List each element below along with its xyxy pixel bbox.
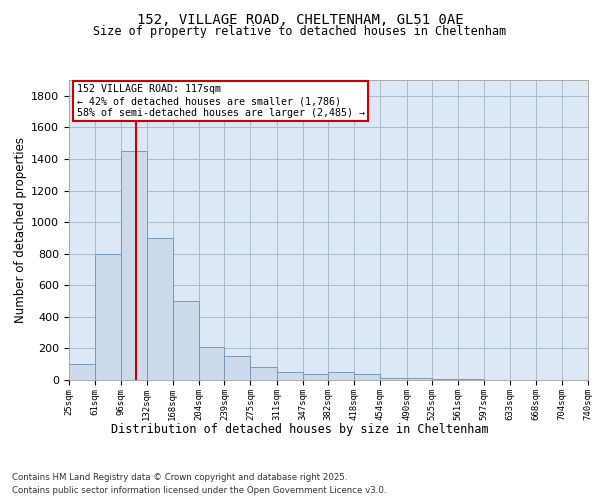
Bar xyxy=(224,356,250,380)
Bar xyxy=(303,374,328,380)
Bar xyxy=(458,379,484,380)
Bar xyxy=(121,151,146,380)
Bar xyxy=(328,372,354,380)
Text: 152 VILLAGE ROAD: 117sqm
← 42% of detached houses are smaller (1,786)
58% of sem: 152 VILLAGE ROAD: 117sqm ← 42% of detach… xyxy=(77,84,365,117)
Text: Size of property relative to detached houses in Cheltenham: Size of property relative to detached ho… xyxy=(94,25,506,38)
Text: Contains public sector information licensed under the Open Government Licence v3: Contains public sector information licen… xyxy=(12,486,386,495)
Bar xyxy=(69,364,95,380)
Bar xyxy=(146,238,173,380)
Bar xyxy=(95,254,121,380)
Text: Contains HM Land Registry data © Crown copyright and database right 2025.: Contains HM Land Registry data © Crown c… xyxy=(12,472,347,482)
Bar xyxy=(432,378,458,380)
Y-axis label: Number of detached properties: Number of detached properties xyxy=(14,137,27,323)
Bar xyxy=(277,372,303,380)
Bar xyxy=(199,347,224,380)
Bar xyxy=(407,378,432,380)
Text: 152, VILLAGE ROAD, CHELTENHAM, GL51 0AE: 152, VILLAGE ROAD, CHELTENHAM, GL51 0AE xyxy=(137,12,463,26)
Bar xyxy=(250,368,277,380)
Bar xyxy=(173,301,199,380)
Bar xyxy=(380,378,407,380)
Bar xyxy=(354,374,380,380)
Text: Distribution of detached houses by size in Cheltenham: Distribution of detached houses by size … xyxy=(111,422,489,436)
